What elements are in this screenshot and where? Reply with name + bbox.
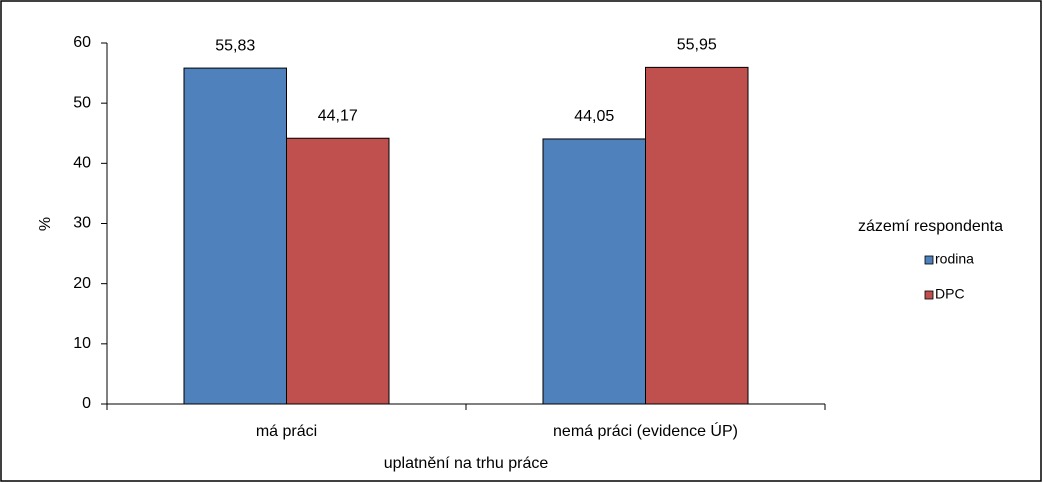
y-tick-label: 40 — [73, 155, 91, 172]
legend-label: rodina — [935, 251, 974, 267]
value-label: 44,17 — [318, 107, 358, 124]
bar — [542, 138, 646, 405]
bar — [183, 67, 287, 405]
y-tick-label: 20 — [73, 275, 91, 292]
bar — [645, 66, 749, 405]
y-tick-label: 30 — [73, 215, 91, 232]
legend-label: DPC — [935, 286, 965, 302]
x-tick-label: má práci — [256, 423, 317, 440]
legend-title: zázemí respondenta — [858, 218, 1003, 235]
value-label: 44,05 — [574, 108, 614, 125]
x-axis-label: uplatnění na trhu práce — [384, 455, 549, 472]
value-label: 55,95 — [677, 37, 717, 54]
y-tick-label: 50 — [73, 94, 91, 111]
y-axis-label: % — [37, 217, 54, 231]
y-tick-label: 60 — [73, 34, 91, 51]
y-tick-label: 10 — [73, 335, 91, 352]
legend-swatch — [924, 255, 934, 265]
x-tick-label: nemá práci (evidence ÚP) — [553, 421, 738, 440]
legend-swatch — [924, 290, 934, 300]
value-label: 55,83 — [215, 37, 255, 54]
y-tick-label: 0 — [82, 395, 91, 412]
bar — [286, 137, 390, 405]
